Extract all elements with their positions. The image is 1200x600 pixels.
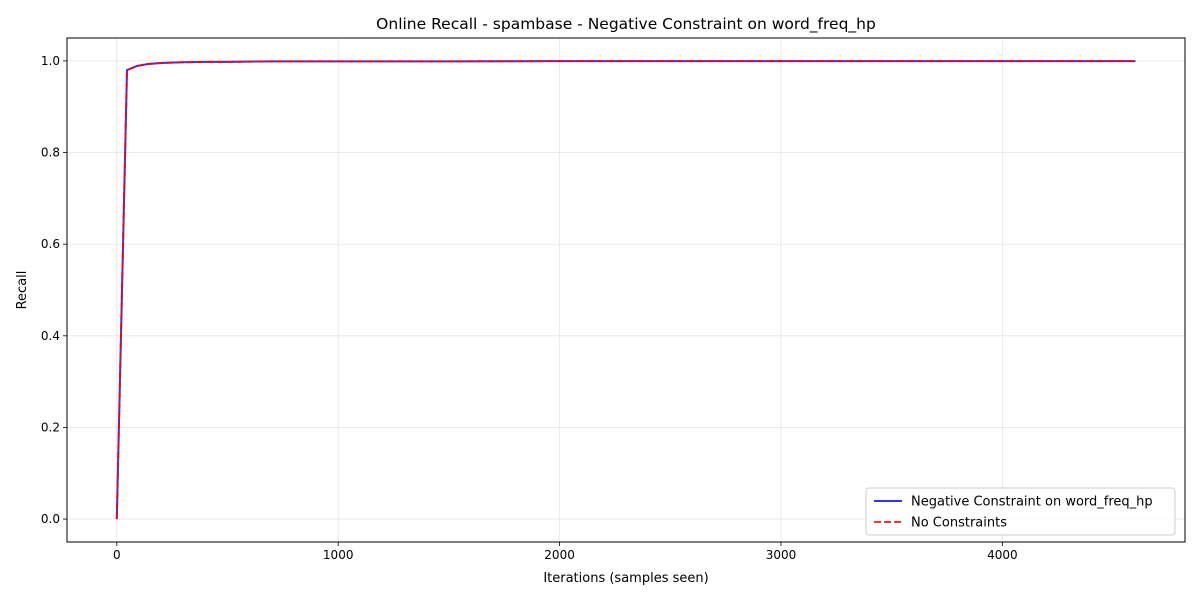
chart-title: Online Recall - spambase - Negative Cons… [376, 15, 876, 34]
plot-frame [66, 37, 1186, 543]
ticks: 0 1000 2000 3000 4000 0.0 0.2 0.4 0.6 0.8 1.0 [41, 54, 1018, 562]
y-tick-label: 1.0 [41, 54, 60, 68]
y-tick-label: 0.0 [41, 512, 60, 526]
legend-box [865, 487, 1176, 536]
x-tick-label: 3000 [766, 548, 797, 562]
y-tick-label: 0.6 [41, 237, 60, 251]
series-layer [115, 60, 1136, 520]
y-tick-label: 0.8 [41, 146, 60, 160]
series-line-2 [115, 60, 1136, 520]
y-axis-label: Recall [15, 271, 30, 310]
x-tick-label: 4000 [987, 548, 1018, 562]
x-tick-label: 2000 [544, 548, 575, 562]
legend-label-2: No Constraints [911, 516, 1007, 531]
legend-label-1: Negative Constraint on word_freq_hp [911, 495, 1153, 510]
y-tick-label: 0.4 [41, 329, 60, 343]
legend: Negative Constraint on word_freq_hp No Co… [865, 487, 1176, 536]
x-tick-label: 0 [113, 548, 121, 562]
y-tick-label: 0.2 [41, 420, 60, 434]
x-tick-label: 1000 [323, 548, 354, 562]
x-axis-label: Iterations (samples seen) [543, 571, 708, 586]
